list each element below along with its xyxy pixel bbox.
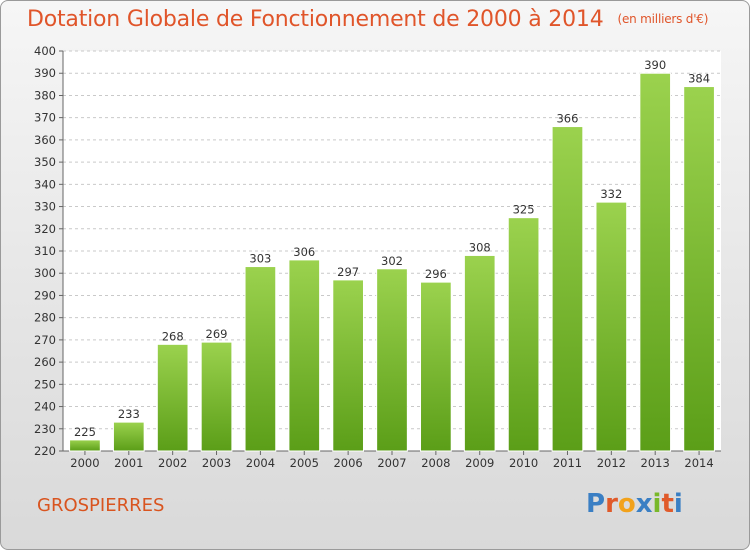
bar [332,279,364,452]
bar-value-label: 306 [293,245,315,259]
bar-value-label: 268 [162,329,184,343]
y-tick-label: 240 [34,400,56,414]
bar-value-label: 332 [600,187,622,201]
y-tick-label: 250 [34,377,56,391]
bar-value-label: 233 [118,407,140,421]
bar-value-label: 269 [206,327,228,341]
bar-value-label: 390 [644,58,666,72]
logo-letter: t [661,489,674,519]
y-tick-label: 380 [34,88,56,102]
y-tick-label: 310 [34,244,56,258]
bar [69,439,101,452]
bar [639,72,672,452]
x-tick-label: 2011 [553,456,582,470]
x-tick-label: 2003 [202,456,231,470]
bar-value-label: 303 [249,252,271,266]
x-tick-label: 2014 [684,456,713,470]
bar-value-label: 296 [425,267,447,281]
x-tick-label: 2004 [246,456,275,470]
y-tick-label: 270 [34,333,56,347]
y-tick-label: 280 [34,311,56,325]
bar [112,421,145,452]
x-tick-label: 2000 [70,456,99,470]
y-tick-label: 300 [34,266,56,280]
y-tick-label: 230 [34,422,56,436]
y-tick-label: 320 [34,222,56,236]
chart-title: Dotation Globale de Fonctionnement de 20… [27,7,708,32]
y-tick-label: 370 [34,111,56,125]
chart-subtitle: (en milliers d'€) [617,12,709,26]
title-text: Dotation Globale de Fonctionnement de 20… [27,7,604,32]
bar [507,217,540,452]
y-tick-label: 260 [34,355,56,369]
logo-letter: x [635,489,653,519]
bar [420,281,452,452]
logo-letter: r [605,489,618,519]
bar-value-label: 225 [74,425,96,439]
bar [288,259,321,452]
proxiti-logo: Proxiti [586,489,683,519]
x-tick-label: 2001 [114,456,143,470]
bar [595,201,628,452]
y-tick-label: 350 [34,155,56,169]
commune-name: GROSPIERRES [37,495,165,516]
bar-value-label: 384 [688,72,710,86]
bar [244,266,277,452]
bar [683,86,715,452]
x-tick-label: 2012 [597,456,626,470]
bar-value-label: 325 [513,203,535,217]
x-tick-label: 2002 [158,456,187,470]
x-tick-label: 2009 [465,456,494,470]
bar [200,341,233,452]
bar [156,343,189,452]
x-tick-label: 2010 [509,456,538,470]
x-tick-label: 2005 [290,456,319,470]
bar-value-label: 297 [337,265,359,279]
x-tick-label: 2007 [377,456,406,470]
x-tick-label: 2008 [421,456,450,470]
logo-letter: o [617,489,636,519]
logo-letter: P [586,489,606,519]
bar [376,268,408,452]
x-tick-label: 2006 [333,456,362,470]
bar [463,254,496,452]
x-tick-label: 2013 [641,456,670,470]
bar-value-label: 366 [556,112,578,126]
y-tick-label: 390 [34,66,56,80]
bar [551,126,584,452]
y-tick-label: 330 [34,200,56,214]
y-tick-label: 290 [34,288,56,302]
bar-value-label: 308 [469,240,491,254]
logo-letter: i [652,489,662,519]
y-tick-label: 220 [34,444,56,458]
y-tick-label: 400 [34,44,56,58]
logo-letter: i [673,489,683,519]
y-tick-label: 340 [34,177,56,191]
y-tick-label: 360 [34,133,56,147]
bar-value-label: 302 [381,254,403,268]
